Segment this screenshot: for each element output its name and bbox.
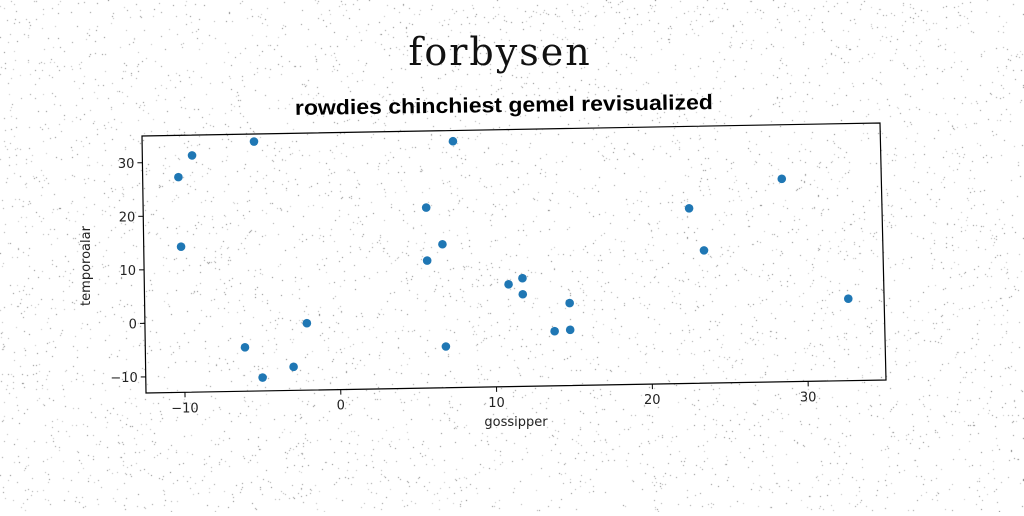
data-points [174,137,852,382]
data-point [188,151,197,160]
y-tick-label: −10 [110,371,137,386]
y-tick-label: 0 [129,317,137,332]
y-tick-label: 30 [118,157,135,172]
data-point [518,290,527,299]
data-point [258,373,267,382]
data-point [844,294,853,303]
axes: −10 0 10 20 30 −10 0 10 20 30 [110,123,886,416]
data-point [565,299,574,308]
plot-group: rowdies chinchiest gemel revisualized −1… [79,91,886,430]
x-tick-label: 20 [644,393,661,408]
data-point [685,204,694,213]
data-point [700,246,709,255]
data-point [423,256,432,265]
x-axis-label: gossipper [484,415,548,430]
x-tick-label: 30 [800,390,817,405]
data-point [518,274,527,283]
x-tick-label: 10 [488,396,505,411]
data-point [504,280,513,289]
plot-frame [142,123,886,393]
data-point [174,173,183,182]
data-point [177,242,186,251]
y-tick-label: 20 [119,210,136,225]
data-point [289,363,298,372]
y-axis-label: temporoalar [79,225,94,306]
data-point [777,175,786,184]
data-point [449,137,458,146]
data-point [241,343,250,352]
x-tick-label: 0 [337,399,345,414]
data-point [422,203,431,212]
data-point [250,137,259,146]
y-tick-label: 10 [120,264,137,279]
chart-title: rowdies chinchiest gemel revisualized [295,91,713,120]
data-point [566,326,575,335]
data-point [442,342,451,351]
data-point [303,319,312,328]
data-point [438,240,447,249]
data-point [550,327,559,336]
x-tick-label: −10 [171,401,198,416]
